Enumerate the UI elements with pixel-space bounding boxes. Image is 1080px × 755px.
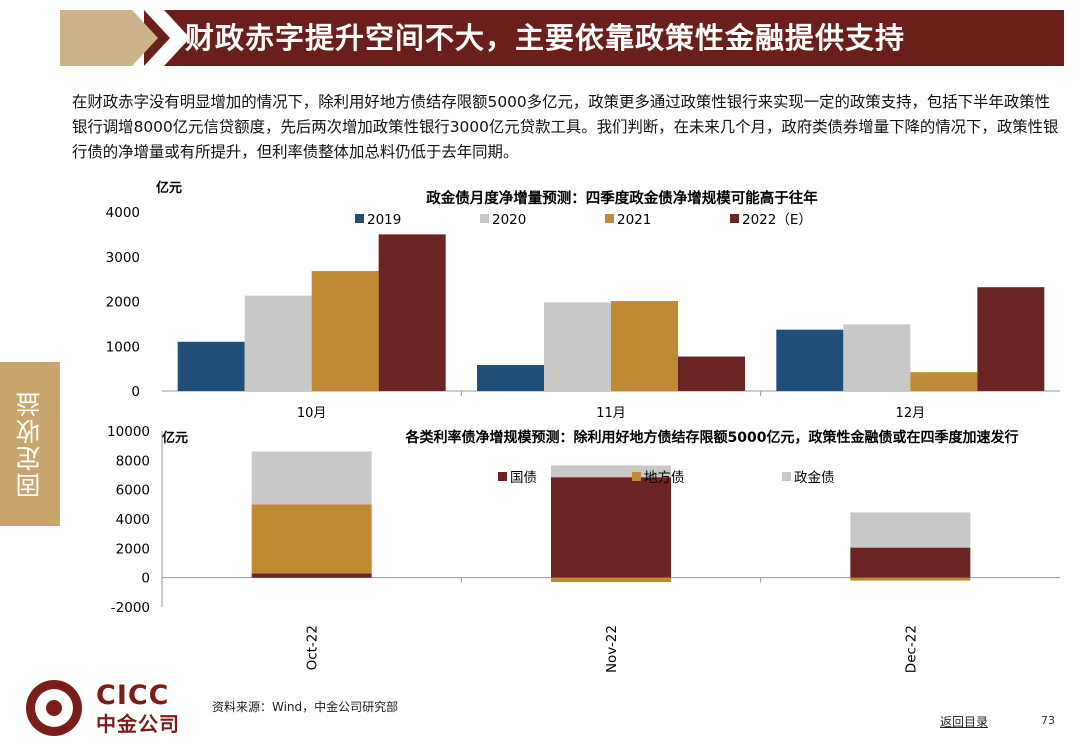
bar-政金债-Oct-22 (251, 451, 372, 505)
bar-地方债-Nov-22 (551, 577, 671, 583)
y-tick-label: 2000 (106, 295, 140, 311)
legend-label: 地方债 (644, 470, 685, 486)
bar-地方债-Oct-22 (251, 504, 372, 574)
legend-swatch (730, 214, 739, 223)
bar-地方债-Dec-22 (850, 577, 971, 581)
y-tick-label: 6000 (116, 483, 150, 499)
bar-2022（E）-11月 (678, 356, 745, 391)
y-tick-label: 4000 (106, 205, 140, 221)
bar-2022（E）-12月 (977, 287, 1045, 391)
bar-国债-Dec-22 (850, 547, 971, 578)
bar-2022（E）-10月 (378, 234, 446, 391)
y-tick-label: 0 (141, 571, 150, 587)
y-tick-label: -2000 (111, 600, 150, 616)
legend-swatch (498, 472, 507, 481)
y-tick-label: 2000 (116, 541, 150, 557)
legend-label: 2019 (367, 212, 401, 228)
legend-swatch (605, 214, 614, 223)
bar-2019-12月 (776, 329, 844, 391)
legend-swatch (480, 214, 489, 223)
y-tick-label: 1000 (106, 339, 140, 355)
legend-label: 政金债 (794, 470, 835, 486)
bar-2021-10月 (311, 271, 379, 391)
x-tick-label: Oct-22 (305, 625, 321, 670)
y-axis-unit: 亿元 (156, 180, 182, 196)
chart-title: 政金债月度净增量预测：四季度政金债净增规模可能高于往年 (426, 189, 818, 207)
side-tab-label: 固定收益 (15, 390, 44, 498)
bar-2019-11月 (477, 365, 544, 391)
y-tick-label: 10000 (107, 424, 150, 440)
bar-2021-12月 (910, 372, 978, 391)
bar-国债-Oct-22 (251, 573, 372, 578)
legend-label: 国债 (510, 470, 537, 486)
cicc-logo-icon (26, 680, 82, 736)
y-tick-label: 0 (131, 384, 140, 400)
y-tick-label: 3000 (106, 250, 140, 266)
legend-swatch (355, 214, 364, 223)
bar-2020-12月 (843, 324, 911, 391)
side-tab[interactable] (0, 362, 60, 526)
bar-2021-11月 (611, 301, 678, 391)
logo-text-cn: 中金公司 (96, 712, 180, 736)
legend-swatch (632, 472, 641, 481)
source-note: 资料来源：Wind，中金公司研究部 (212, 700, 399, 714)
x-tick-label: Dec-22 (903, 625, 919, 673)
title-bar (144, 10, 1064, 66)
logo-text-en: CICC (96, 680, 170, 711)
title-arrow-icon (60, 10, 190, 66)
y-tick-label: 8000 (116, 453, 150, 469)
bar-政金债-Nov-22 (551, 465, 671, 478)
x-tick-label: 11月 (596, 406, 626, 421)
chart-title: 各类利率债净增规模预测：除利用好地方债结存限额5000亿元，政策性金融债或在四季… (405, 429, 1019, 446)
bar-国债-Nov-22 (551, 477, 671, 578)
page-number: 73 (1041, 714, 1055, 727)
legend-label: 2022（E） (742, 212, 812, 228)
x-tick-label: 12月 (896, 406, 926, 421)
bar-政金债-Dec-22 (850, 512, 971, 548)
y-tick-label: 4000 (116, 512, 150, 528)
chart-rate-bond-net-issuance: 亿元 各类利率债净增规模预测：除利用好地方债结存限额5000亿元，政策性金融债或在… (107, 424, 1060, 673)
page-title: 财政赤字提升空间不大，主要依靠政策性金融提供支持 (185, 21, 906, 55)
bar-2020-10月 (244, 295, 312, 391)
legend-label: 2021 (617, 212, 651, 228)
bar-2020-11月 (544, 302, 611, 391)
legend-label: 2020 (492, 212, 526, 228)
x-tick-label: 10月 (297, 406, 327, 421)
x-tick-label: Nov-22 (604, 625, 620, 673)
bar-2019-10月 (177, 341, 245, 391)
back-to-contents-link[interactable]: 返回目录 (940, 715, 989, 729)
legend-swatch (782, 472, 791, 481)
y-axis-unit: 亿元 (162, 430, 188, 446)
intro-paragraph: 在财政赤字没有明显增加的情况下，除利用好地方债结存限额5000多亿元，政策更多通… (72, 93, 1059, 161)
